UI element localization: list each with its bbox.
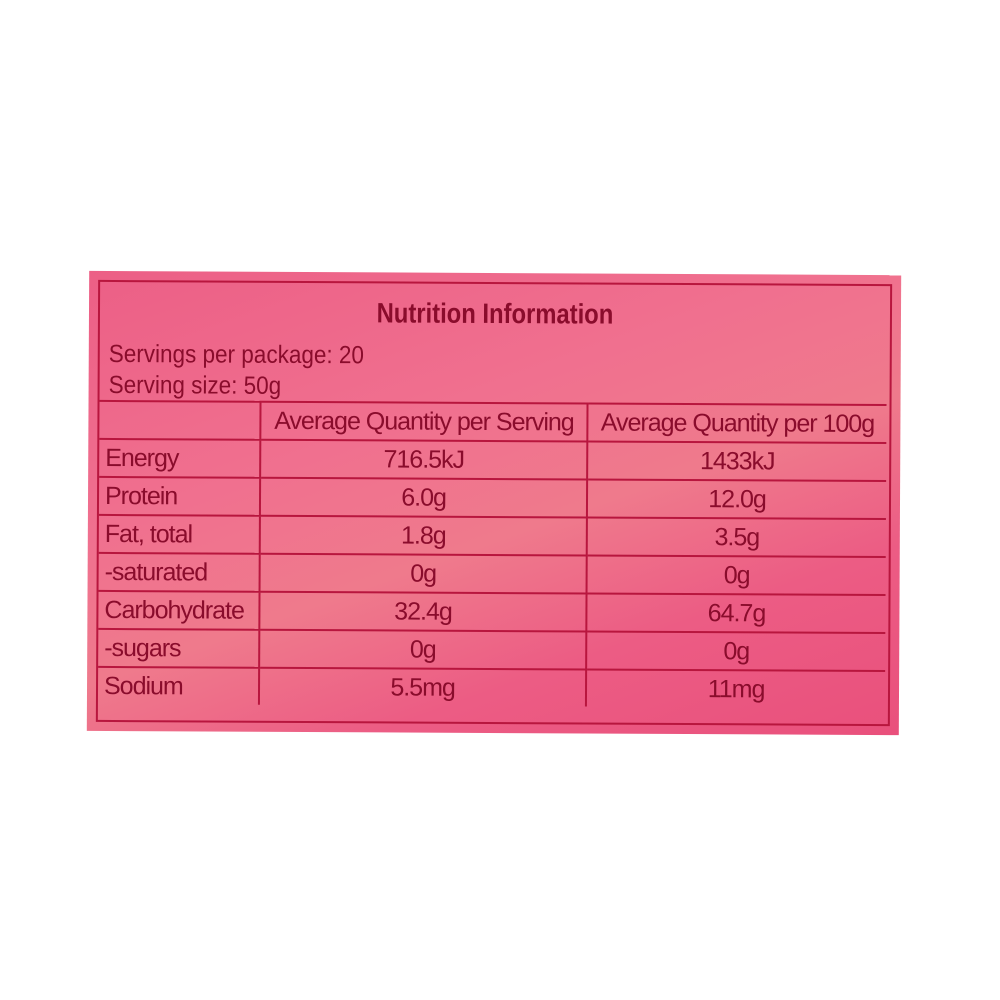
- per-100g-value: 0g: [586, 555, 886, 596]
- label-title: Nutrition Information: [376, 297, 614, 330]
- nutrient-name: Energy: [99, 438, 261, 478]
- per-100g-value: 1433kJ: [587, 441, 887, 482]
- per-100g-value: 12.0g: [587, 479, 887, 520]
- serving-size: Serving size: 50g: [108, 370, 282, 400]
- per-100g-value: 64.7g: [586, 593, 886, 634]
- header-per-serving: Average Quantity per Serving: [260, 401, 588, 442]
- per-serving-value: 32.4g: [259, 591, 587, 632]
- nutrient-name: Carbohydrate: [98, 590, 260, 630]
- nutrition-table: Average Quantity per Serving Average Qua…: [97, 400, 887, 709]
- nutrient-name: Sodium: [97, 666, 260, 705]
- table-row: Sodium 5.5mg 11mg: [97, 666, 886, 709]
- per-serving-value: 1.8g: [259, 515, 588, 556]
- header-cell-empty: [99, 400, 261, 440]
- per-serving-value: 0g: [259, 553, 587, 594]
- table-row: -saturated 0g 0g: [98, 552, 886, 596]
- label-frame: Nutrition Information Servings per packa…: [95, 279, 893, 727]
- per-100g-value: 3.5g: [586, 517, 886, 558]
- nutrient-name: -saturated: [98, 552, 260, 592]
- table-row: Energy 716.5kJ 1433kJ: [99, 438, 887, 482]
- per-serving-value: 6.0g: [259, 477, 588, 518]
- table-header-row: Average Quantity per Serving Average Qua…: [99, 400, 887, 444]
- per-serving-value: 0g: [259, 629, 587, 670]
- nutrient-name: Protein: [98, 476, 261, 516]
- per-100g-value: 11mg: [586, 669, 886, 709]
- servings-per-package: Servings per package: 20: [108, 339, 365, 370]
- table-row: Fat, total 1.8g 3.5g: [98, 514, 886, 558]
- nutrition-label: Nutrition Information Servings per packa…: [86, 270, 902, 736]
- table-row: Protein 6.0g 12.0g: [98, 476, 887, 520]
- nutrient-name: -sugars: [98, 628, 260, 668]
- table-row: Carbohydrate 32.4g 64.7g: [98, 590, 886, 634]
- nutrient-name: Fat, total: [98, 514, 260, 554]
- per-100g-value: 0g: [586, 631, 886, 672]
- table-row: -sugars 0g 0g: [98, 628, 886, 672]
- per-serving-value: 5.5mg: [258, 667, 587, 707]
- header-per-100g: Average Quantity per 100g: [587, 403, 887, 444]
- per-serving-value: 716.5kJ: [260, 439, 588, 480]
